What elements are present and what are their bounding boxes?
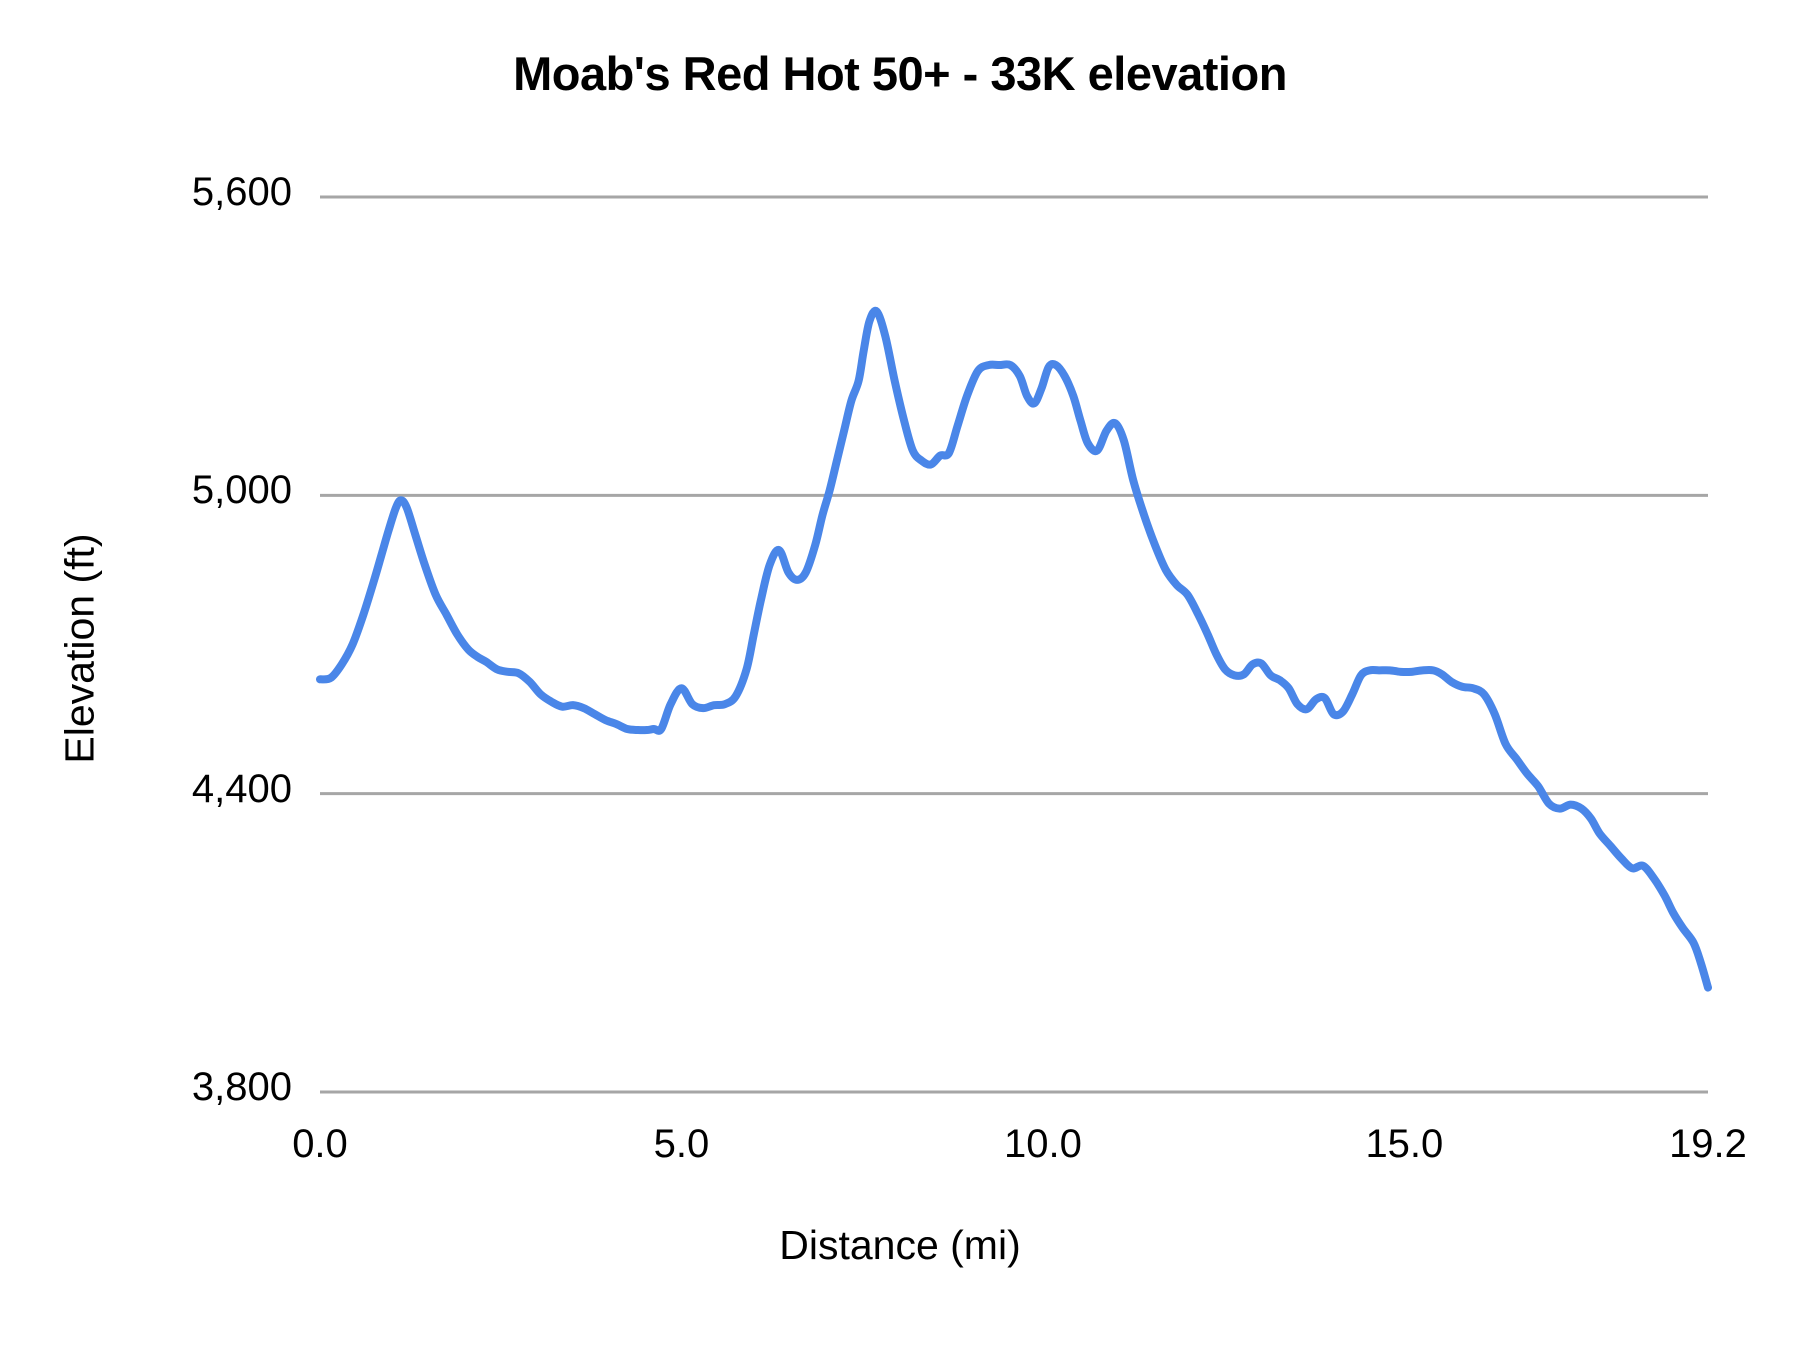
- y-tick-label-5600: 5,600: [191, 170, 292, 214]
- y-tick-label-5000: 5,000: [191, 468, 292, 513]
- chart-title: Moab's Red Hot 50+ - 33K elevation: [513, 47, 1287, 100]
- x-axis-title: Distance (mi): [779, 1222, 1021, 1268]
- y-axis-title: Elevation (ft): [56, 533, 103, 764]
- x-tick-label-0-0: 0.0: [292, 1122, 348, 1166]
- x-tick-label-15-0: 15.0: [1365, 1122, 1444, 1166]
- data-line-group: [316, 306, 1712, 992]
- x-tick-label-19-2: 19.2: [1669, 1122, 1747, 1166]
- elevation-line: [316, 306, 1712, 992]
- y-tick-label-3800: 3,800: [191, 1065, 292, 1109]
- gridlines: [320, 195, 1708, 1094]
- x-tick-label-5-0: 5.0: [653, 1122, 710, 1166]
- y-tick-label-4400: 4,400: [191, 766, 292, 811]
- x-tick-label-10-0: 10.0: [1003, 1122, 1082, 1166]
